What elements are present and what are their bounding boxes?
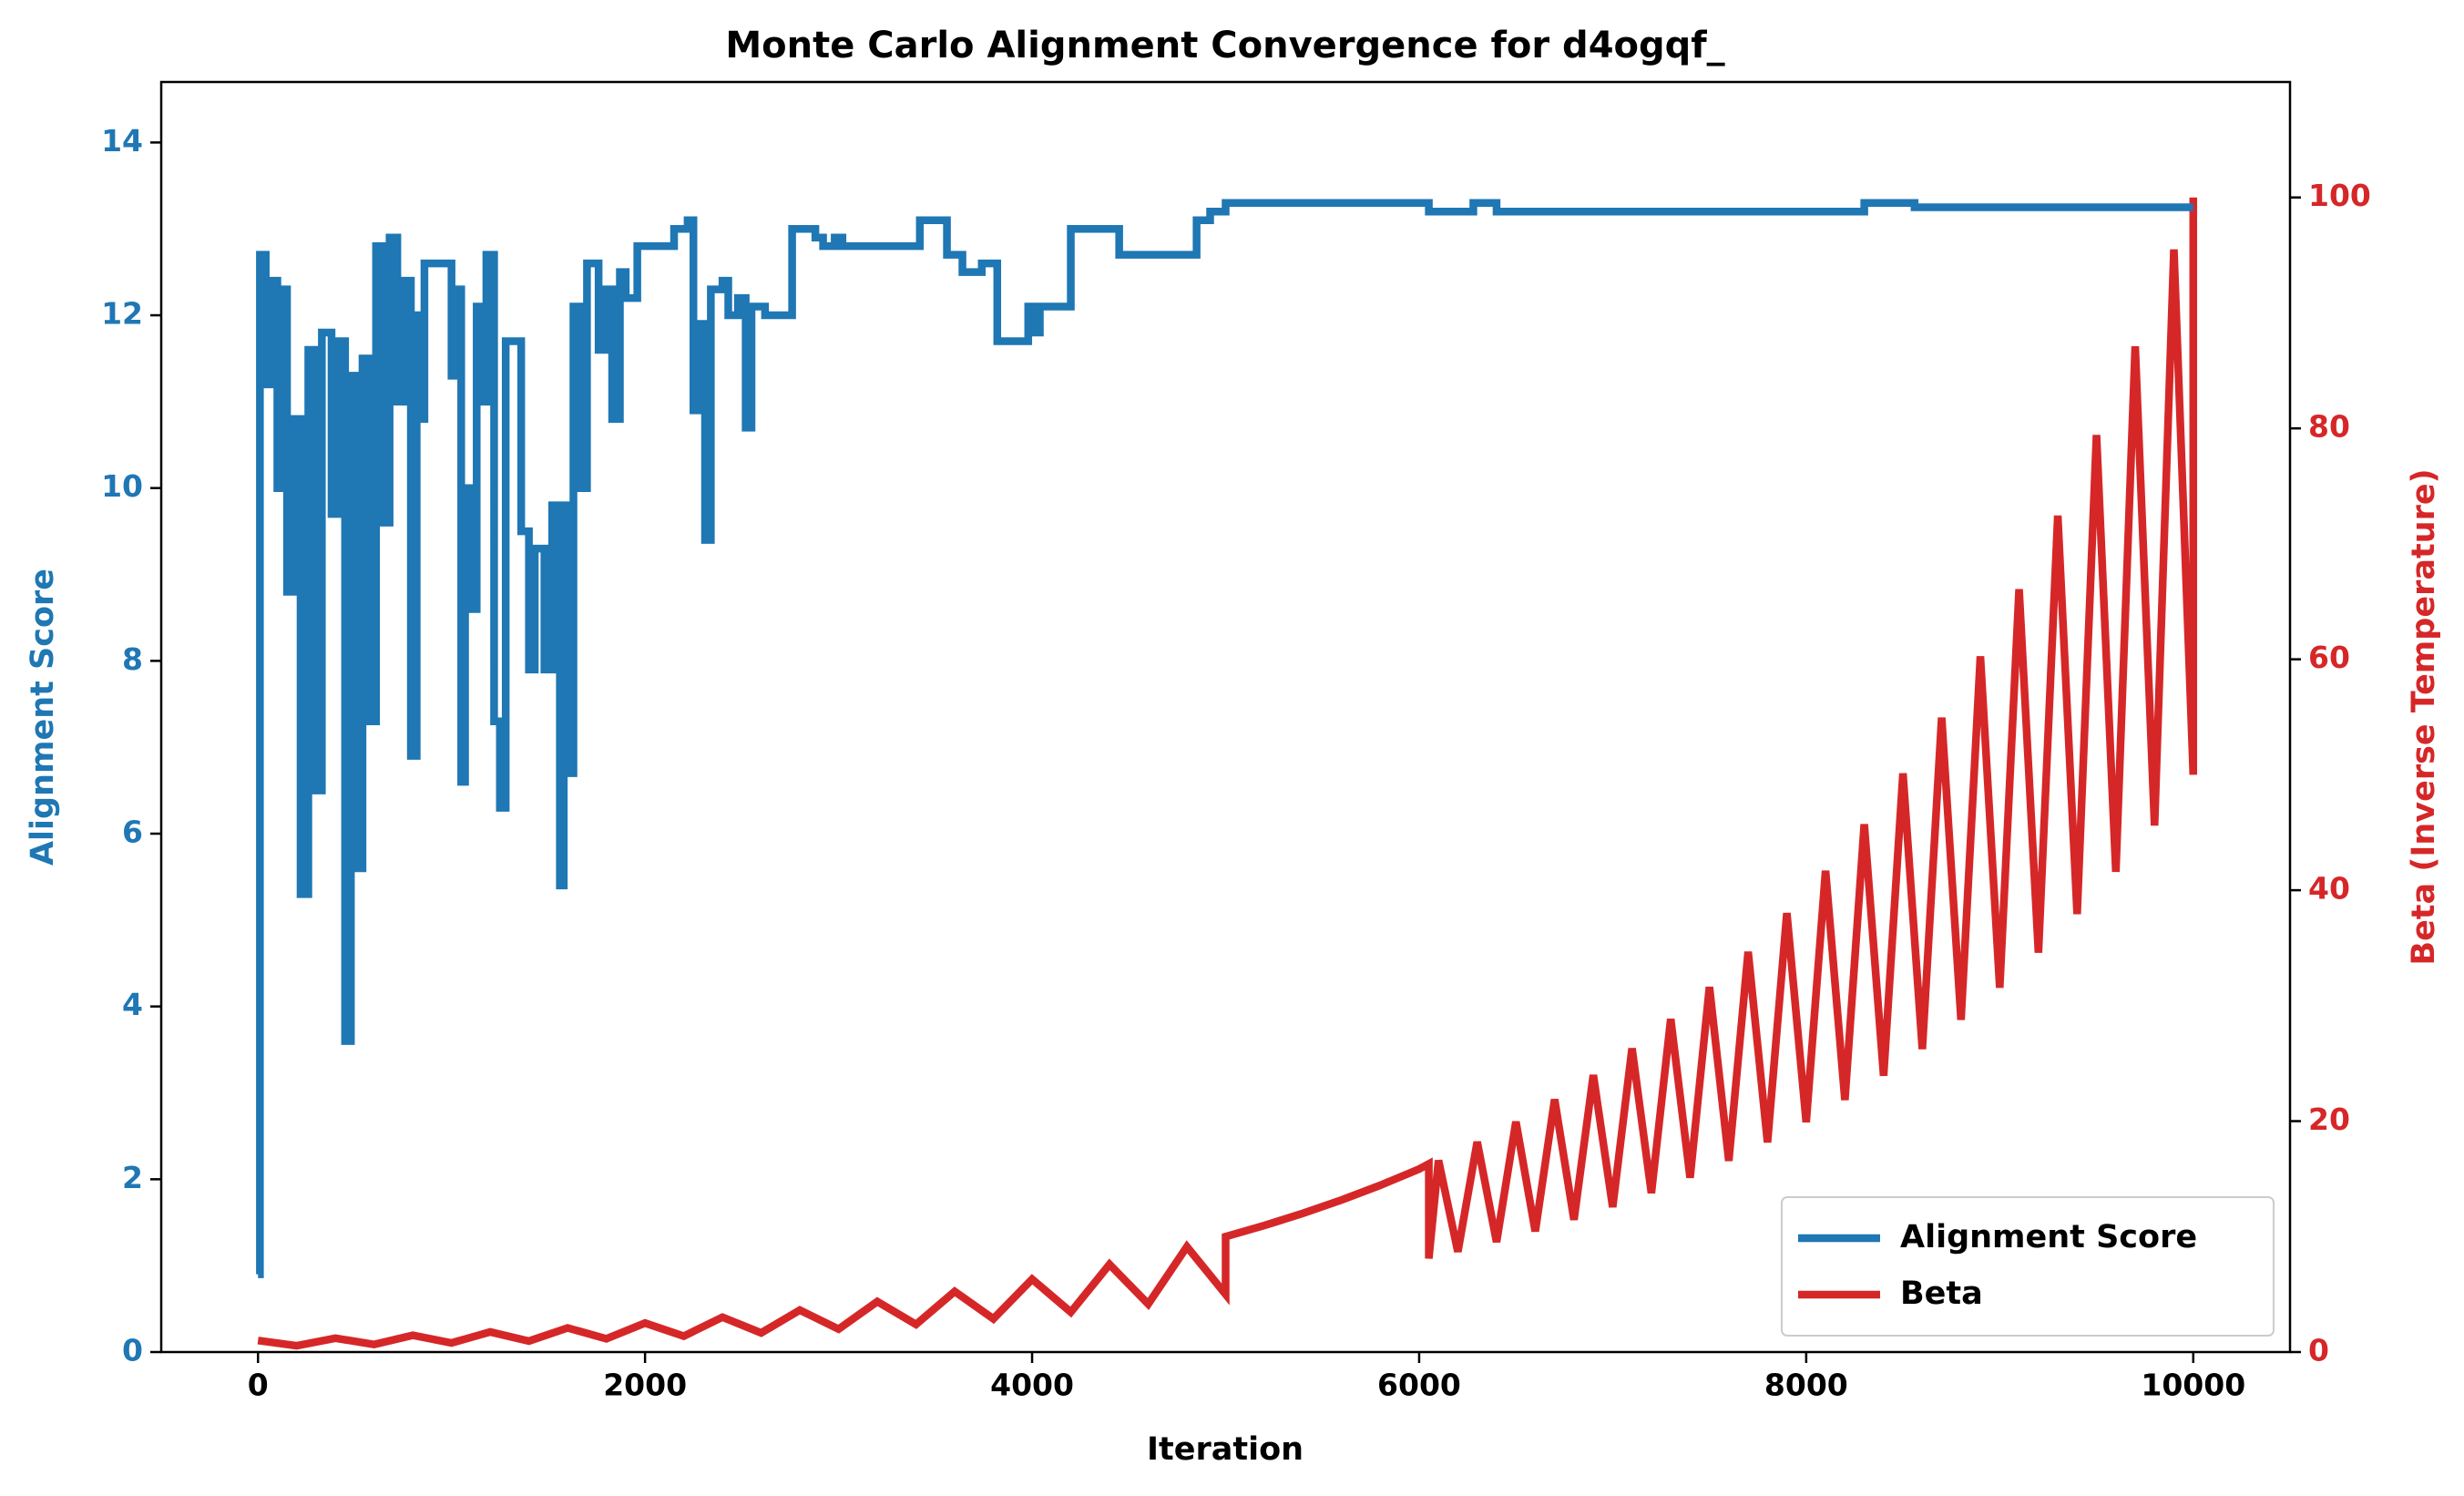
chart-title: Monte Carlo Alignment Convergence for d4…: [725, 25, 1724, 67]
x-tick-label: 4000: [990, 1368, 1074, 1403]
plot-frame: [159, 80, 2292, 1354]
y-tick-label: 12: [101, 296, 143, 332]
y2-axis-label: Beta (Inverse Temperature): [2406, 468, 2442, 965]
y-tick-label: 6: [122, 815, 143, 850]
x-tick-label: 6000: [1377, 1368, 1461, 1403]
y-tick-label: 14: [101, 123, 143, 159]
series-line: [256, 199, 2193, 1278]
y2-tick-label: 80: [2308, 409, 2350, 445]
series-line: [257, 197, 2198, 1350]
y-tick-label: 10: [101, 468, 143, 504]
y2-tick-label: 0: [2308, 1333, 2329, 1368]
x-tick-label: 0: [248, 1368, 269, 1403]
y2-tick-label: 100: [2308, 178, 2371, 213]
legend-label: Beta: [1900, 1276, 1983, 1312]
x-axis-label: Iteration: [1147, 1431, 1304, 1468]
y2-tick-label: 20: [2308, 1102, 2350, 1137]
x-tick-label: 8000: [1764, 1368, 1848, 1403]
x-tick-label: 10000: [2141, 1368, 2245, 1403]
y2-tick-label: 60: [2308, 640, 2350, 675]
y-tick-label: 4: [122, 987, 143, 1022]
x-tick-label: 2000: [603, 1368, 687, 1403]
legend-label: Alignment Score: [1900, 1219, 2197, 1255]
y-tick-label: 8: [122, 641, 143, 677]
y-axis-label: Alignment Score: [25, 569, 61, 866]
legend-box: [1781, 1196, 2275, 1337]
y-tick-label: 2: [122, 1160, 143, 1195]
y-tick-label: 0: [122, 1333, 143, 1368]
y2-tick-label: 40: [2308, 871, 2350, 907]
